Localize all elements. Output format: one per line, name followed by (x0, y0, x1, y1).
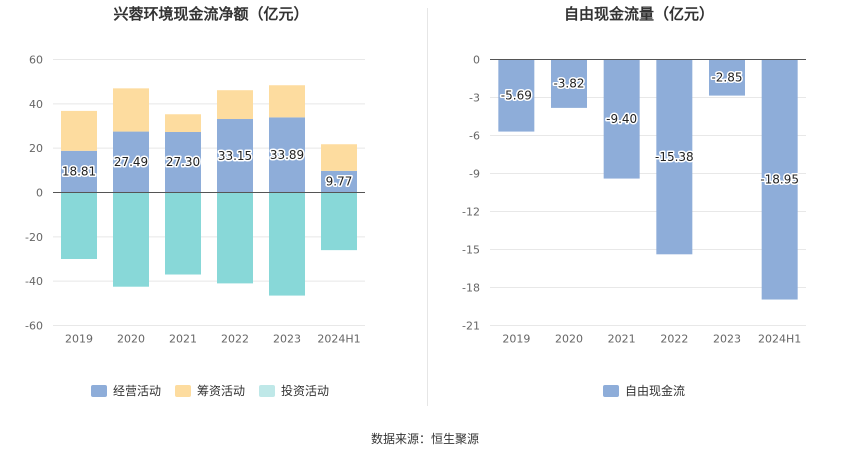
legend-swatch (603, 385, 619, 397)
data-label: 9.77 (326, 175, 353, 189)
data-label: 27.49 (114, 155, 148, 169)
data-label: -5.69 (501, 89, 532, 103)
bar-1-2019 (498, 59, 535, 132)
y-tick-label: -40 (25, 275, 43, 288)
data-label: -2.85 (711, 71, 742, 85)
bar-2-2021 (165, 114, 201, 132)
x-tick-label: 2020 (117, 333, 145, 346)
y-tick-label: 0 (36, 187, 43, 200)
y-tick-label: -20 (25, 231, 43, 244)
bar-1-2023 (269, 117, 305, 193)
y-tick-label: -6 (469, 130, 480, 143)
bar-3-2020 (113, 192, 149, 287)
y-tick-label: 20 (29, 142, 43, 155)
y-tick-label: -60 (25, 320, 43, 333)
legend-label: 自由现金流 (625, 383, 685, 398)
cash-flow-chart: 兴蓉环境现金流净额（亿元） 60 40 20 0 -20 -40 -60 2019 2020 202… (25, 5, 365, 398)
x-tick-label: 2022 (660, 333, 688, 346)
data-label: 33.15 (218, 149, 252, 163)
legend-label: 筹资活动 (197, 384, 245, 398)
y-tick-label: -21 (462, 320, 480, 333)
bar-3-2019 (61, 192, 97, 259)
free-cash-flow-chart: 自由现金流量（亿元） 0 -3 -6 -9 -12 -15 -18 -21 2019 2020 202… (462, 5, 806, 398)
x-tick-label: 2020 (555, 333, 583, 346)
legend-swatch (259, 385, 275, 397)
bar-2-2020 (113, 88, 149, 132)
bar-1-2024H1 (761, 59, 798, 300)
legend-label: 经营活动 (113, 384, 161, 398)
data-label: 18.81 (62, 165, 96, 179)
x-tick-label: 2022 (221, 333, 249, 346)
data-label: -3.82 (553, 77, 584, 91)
bar-1-2020 (113, 131, 149, 193)
bar-1-2019 (61, 150, 97, 193)
bar-1-2021 (603, 59, 640, 179)
data-label: -15.38 (655, 150, 694, 164)
y-tick-label: 60 (29, 54, 43, 67)
chart-title: 自由现金流量（亿元） (564, 5, 714, 23)
data-label: 27.30 (166, 155, 200, 169)
x-tick-label: 2024H1 (317, 333, 360, 346)
y-tick-label: -3 (469, 92, 480, 105)
legend-swatch (175, 385, 191, 397)
x-tick-label: 2023 (713, 333, 741, 346)
bar-2-2019 (61, 110, 97, 151)
bar-1-2022 (656, 59, 693, 255)
x-tick-label: 2019 (65, 333, 93, 346)
x-tick-label: 2021 (608, 333, 636, 346)
y-tick-label: -12 (462, 206, 480, 219)
bar-2-2024H1 (321, 144, 357, 171)
y-tick-label: 0 (473, 54, 480, 67)
chart-divider (427, 8, 428, 406)
bar-2-2022 (217, 90, 253, 120)
bar-1-2024H1 (321, 170, 357, 193)
bar-1-2020 (551, 59, 587, 108)
bar-3-2023 (269, 192, 305, 296)
bar-1-2023 (709, 59, 745, 96)
y-tick-label: -9 (469, 168, 480, 181)
data-label: -9.40 (606, 112, 637, 126)
y-tick-label: -18 (462, 282, 480, 295)
bar-2-2023 (269, 85, 305, 118)
y-tick-label: 40 (29, 98, 43, 111)
data-label: 33.89 (270, 148, 304, 162)
x-tick-label: 2019 (502, 333, 530, 346)
bar-1-2022 (217, 119, 253, 193)
legend-swatch (91, 385, 107, 397)
y-tick-label: -15 (462, 244, 480, 257)
data-source: 数据来源：恒生聚源 (370, 432, 479, 446)
bar-1-2021 (165, 131, 201, 193)
data-label: -18.95 (760, 173, 799, 187)
chart-title: 兴蓉环境现金流净额（亿元） (113, 5, 308, 23)
x-tick-label: 2024H1 (758, 333, 801, 346)
legend-label: 投资活动 (281, 383, 329, 398)
bar-3-2024H1 (321, 192, 357, 251)
x-tick-label: 2023 (273, 333, 301, 346)
bar-3-2022 (217, 192, 253, 284)
bar-3-2021 (165, 192, 201, 275)
x-tick-label: 2021 (169, 333, 197, 346)
